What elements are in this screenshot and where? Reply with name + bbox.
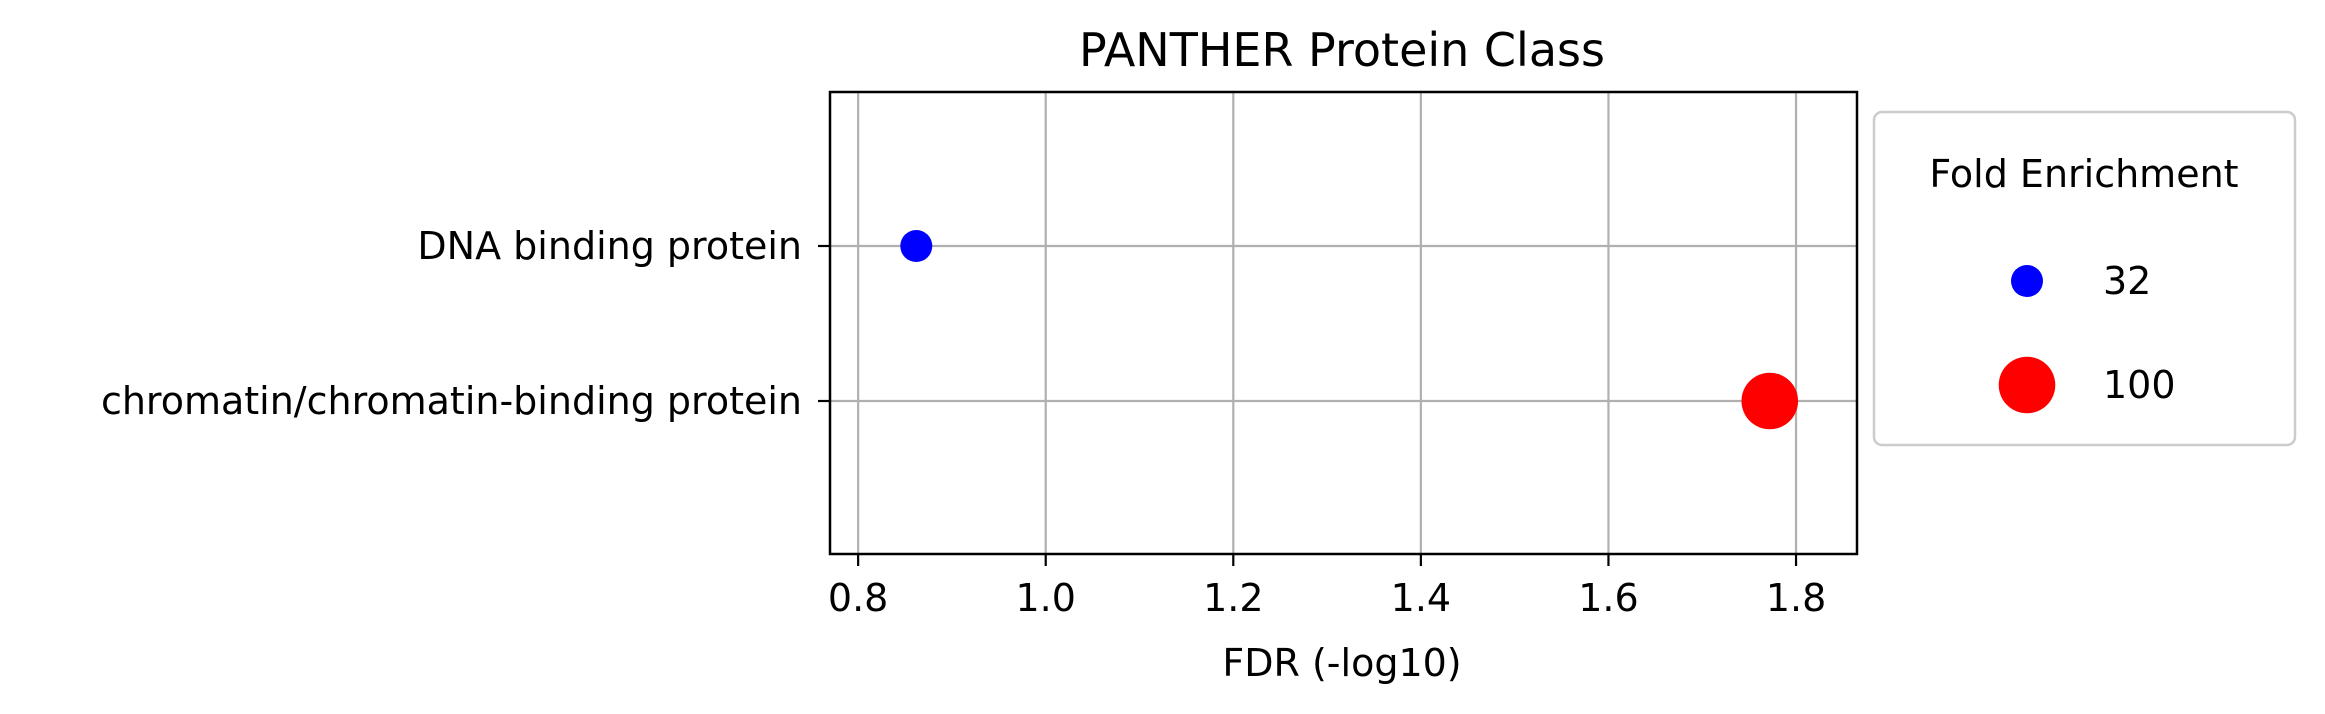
x-tick-label: 1.2 [1203, 576, 1263, 620]
data-point [1741, 372, 1799, 430]
chart-title: PANTHER Protein Class [1079, 23, 1605, 77]
x-tick-label: 1.0 [1015, 576, 1075, 620]
x-tick-label: 0.8 [828, 576, 888, 620]
x-tick-label: 1.6 [1578, 576, 1638, 620]
x-axis-label: FDR (-log10) [1222, 641, 1461, 685]
x-tick-label: 1.4 [1391, 576, 1451, 620]
legend-marker [2011, 265, 2043, 297]
legend-label: 32 [2103, 259, 2151, 303]
data-point [900, 230, 933, 262]
y-tick-label: DNA binding protein [417, 224, 802, 268]
plot-frame [828, 90, 1859, 556]
legend-box [1872, 110, 2297, 447]
legend-title: Fold Enrichment [1929, 152, 2238, 196]
legend-label: 100 [2103, 363, 2176, 407]
legend-marker [1998, 356, 2056, 414]
x-tick-label: 1.8 [1766, 576, 1826, 620]
legend: Fold Enrichment 32 100 [1872, 110, 2297, 447]
y-tick-label: chromatin/chromatin-binding protein [101, 379, 802, 423]
legend-entries: 32 100 [1998, 259, 2176, 414]
grid-lines [830, 92, 1857, 554]
axis-ticks: 0.8 1.0 1.2 1.4 1.6 1.8 DNA binding protein chr… [101, 224, 1826, 620]
data-points [900, 230, 1799, 430]
